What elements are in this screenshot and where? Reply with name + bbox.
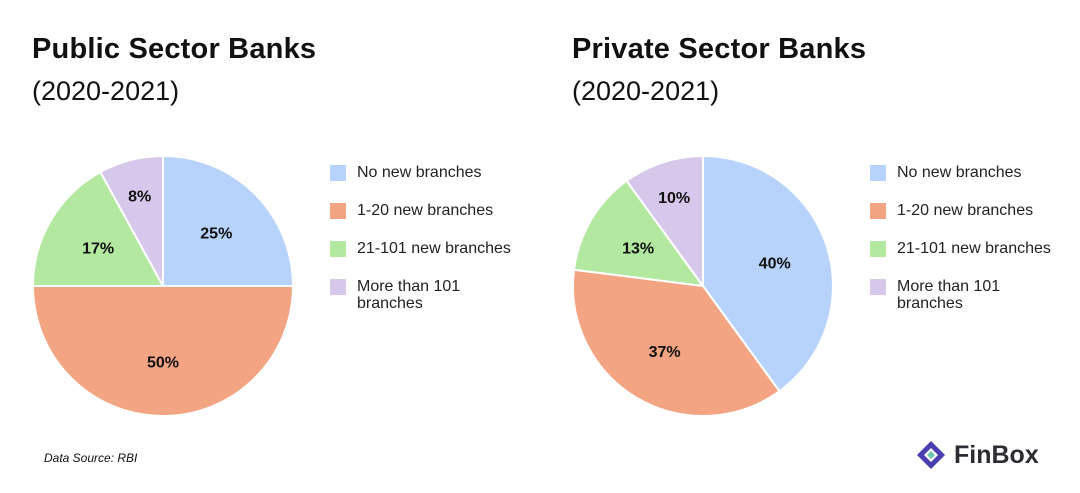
- legend-item-1-20: 1-20 new branches: [870, 202, 1067, 219]
- public-chart-subtitle: (2020-2021): [32, 76, 180, 106]
- legend-label: No new branches: [897, 164, 1022, 181]
- legend-item-more-101: More than 101 branches: [330, 278, 527, 312]
- legend-label: 21-101 new branches: [897, 240, 1051, 257]
- legend-item-more-101: More than 101 branches: [870, 278, 1067, 312]
- legend-label: 21-101 new branches: [357, 240, 511, 257]
- legend-swatch: [870, 241, 886, 257]
- legend-swatch: [330, 165, 346, 181]
- pie-slice-1: [702, 154, 834, 393]
- private-pie-chart: 40% 37% 13% 10%: [572, 154, 834, 417]
- pie-data-label: 50%: [147, 354, 179, 371]
- finbox-logo-icon: [917, 441, 945, 469]
- legend-swatch: [330, 241, 346, 257]
- legend-item-1-20: 1-20 new branches: [330, 202, 527, 219]
- legend-label: 1-20 new branches: [897, 202, 1034, 219]
- legend-item-no-new: No new branches: [330, 164, 527, 181]
- legend-swatch: [870, 165, 886, 181]
- legend-swatch: [330, 203, 346, 219]
- private-sector-panel: Private Sector Banks (2020-2021) 40% 37% 1…: [540, 0, 1080, 440]
- public-chart-title: Public Sector Banks: [32, 33, 317, 65]
- pie-slice-3: [31, 170, 165, 287]
- pie-data-label: 40%: [759, 256, 791, 273]
- legend-label: More than 101 branches: [897, 278, 1001, 312]
- pie-slice-2: [31, 285, 295, 417]
- legend-item-no-new: No new branches: [870, 164, 1067, 181]
- legend-swatch: [330, 279, 346, 295]
- private-chart-title: Private Sector Banks: [572, 33, 867, 65]
- pie-slice-4: [625, 154, 704, 290]
- legend-swatch: [870, 279, 886, 295]
- pie-slice-2: [572, 268, 781, 417]
- finbox-logo: FinBox: [916, 438, 1039, 472]
- pie-data-label: 10%: [658, 190, 690, 207]
- pie-data-label: 8%: [128, 188, 151, 205]
- pie-data-label: 13%: [622, 241, 654, 258]
- legend-label: No new branches: [357, 164, 482, 181]
- pie-data-label: 17%: [82, 241, 114, 258]
- public-pie-chart: 25% 50% 17% 8%: [31, 154, 295, 417]
- pie-slice-1: [162, 154, 295, 287]
- legend-label: More than 101 branches: [357, 278, 461, 312]
- public-sector-panel: Public Sector Banks (2020-2021) 25% 50% 17…: [0, 0, 540, 440]
- legend-swatch: [870, 203, 886, 219]
- pie-data-label: 25%: [200, 226, 232, 243]
- legend-label: 1-20 new branches: [357, 202, 494, 219]
- legend-item-21-101: 21-101 new branches: [330, 240, 527, 257]
- pie-slice-3: [572, 179, 706, 288]
- legend-item-21-101: 21-101 new branches: [870, 240, 1067, 257]
- pie-data-label: 37%: [649, 344, 681, 361]
- data-source-note: Data Source: RBI: [44, 451, 138, 465]
- finbox-logo-text: FinBox: [954, 440, 1039, 469]
- pie-slice-4: [99, 154, 164, 287]
- private-chart-subtitle: (2020-2021): [572, 76, 720, 106]
